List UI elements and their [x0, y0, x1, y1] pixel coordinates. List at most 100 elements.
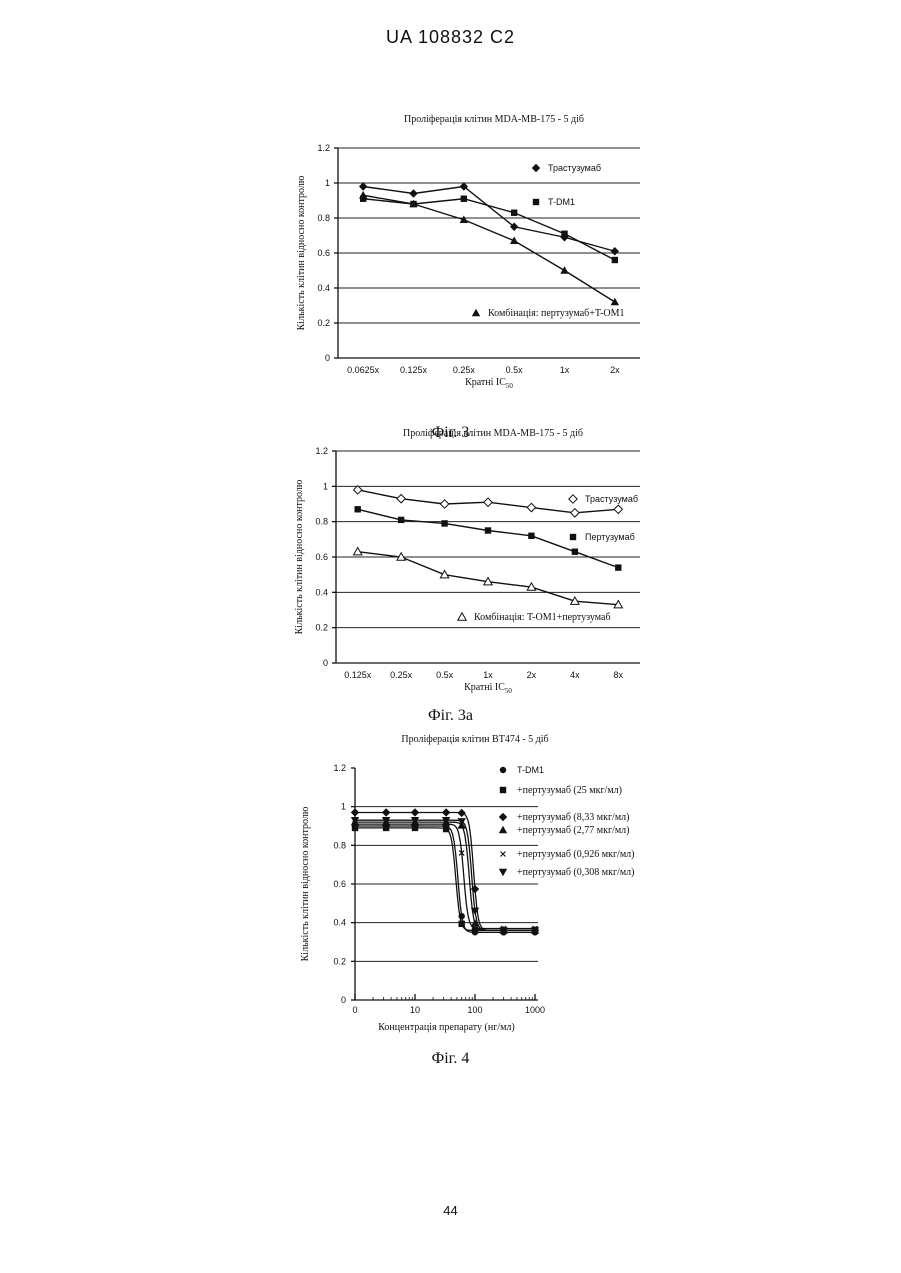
caption-fig4: Фіг. 4: [0, 1050, 901, 1068]
legend-label: T-DM1: [517, 765, 544, 775]
data-point: [355, 506, 361, 512]
data-point: [615, 564, 621, 570]
data-point: [484, 498, 492, 506]
page-number: 44: [0, 1203, 901, 1218]
legend-label: Пертузумаб: [585, 532, 635, 542]
y-tick-label: 1.2: [333, 763, 346, 773]
legend-marker: [532, 164, 540, 172]
x-tick-label: 0.5x: [506, 365, 524, 375]
fit-curve: [355, 824, 538, 928]
data-point: [441, 520, 447, 526]
y-tick-label: 0: [341, 995, 346, 1005]
data-point: [528, 533, 534, 539]
data-point: [611, 247, 619, 255]
y-tick-label: 1: [325, 178, 330, 188]
y-tick-label: 0.8: [333, 840, 346, 850]
data-point: [572, 549, 578, 555]
legend-label: T-DM1: [548, 197, 575, 207]
legend-marker: [501, 852, 506, 857]
legend-label: +пертузумаб (2,77 мкг/мл): [517, 825, 629, 836]
data-point: [560, 266, 568, 273]
y-tick-label: 0.4: [317, 283, 330, 293]
x-axis-label: Кратні IC50: [465, 377, 513, 390]
data-point: [457, 809, 465, 817]
legend-label: Трастузумаб: [548, 163, 601, 173]
y-tick-label: 0.2: [315, 623, 328, 633]
y-tick-label: 0.2: [317, 318, 330, 328]
x-tick-label: 0.25x: [453, 365, 476, 375]
x-tick-label: 0.125x: [344, 670, 372, 680]
data-point: [398, 517, 404, 523]
data-point: [614, 505, 622, 513]
series-line: [358, 509, 619, 567]
data-point: [409, 189, 417, 197]
chart-fig4: Проліферація клітин BT474 - 5 діб 0 0.2 0.4…: [0, 730, 901, 1040]
y-tick-label: 1: [341, 802, 346, 812]
data-point: [359, 182, 367, 190]
series-line: [363, 195, 615, 302]
legend-label: Комбінація: пертузумаб+T-OM1: [488, 308, 625, 319]
x-tick-label: 8x: [614, 670, 624, 680]
legend-label: +пертузумаб (0,308 мкг/мл): [517, 867, 634, 878]
legend-label: Комбінація: T-OM1+пертузумаб: [474, 612, 611, 623]
y-tick-label: 0.4: [315, 587, 328, 597]
chart-title: Проліферація клітин MDA-MB-175 - 5 діб: [404, 114, 584, 125]
chart-fig3a: Проліферація клітин MDA-MB-175 - 5 діб 0 0…: [0, 420, 901, 710]
data-point: [411, 808, 419, 816]
y-tick-label: 0.4: [333, 918, 346, 928]
legend-marker: [570, 534, 576, 540]
x-axis-label: Кратні IC50: [464, 682, 512, 695]
patent-header: UA 108832 C2: [0, 27, 901, 48]
series-line: [363, 187, 615, 252]
fit-curve: [355, 828, 538, 931]
data-point: [527, 503, 535, 511]
x-tick-label: 1000: [525, 1005, 545, 1015]
data-point: [354, 486, 362, 494]
x-tick-label: 0: [352, 1005, 357, 1015]
y-tick-label: 1.2: [315, 446, 328, 456]
y-tick-label: 1.2: [317, 143, 330, 153]
legend-marker: [533, 199, 539, 205]
data-point: [571, 509, 579, 517]
legend-marker: [500, 787, 506, 793]
y-tick-label: 0.6: [315, 552, 328, 562]
data-point: [485, 527, 491, 533]
data-point: [458, 921, 464, 927]
series-line: [363, 199, 615, 260]
y-tick-label: 0.6: [333, 879, 346, 889]
data-point: [442, 808, 450, 816]
y-tick-label: 0: [323, 658, 328, 668]
data-point: [397, 495, 405, 503]
data-point: [561, 231, 567, 237]
y-tick-label: 0: [325, 353, 330, 363]
x-tick-label: 10: [410, 1005, 420, 1015]
legend-marker: [499, 826, 507, 833]
data-point: [354, 548, 362, 555]
y-tick-label: 1: [323, 481, 328, 491]
fit-curve: [355, 826, 538, 932]
fit-curve: [355, 820, 538, 930]
chart-title: Проліферація клітин BT474 - 5 діб: [401, 734, 548, 745]
data-point: [612, 257, 618, 263]
chart-title: Проліферація клітин MDA-MB-175 - 5 діб: [403, 428, 583, 439]
x-tick-label: 2x: [610, 365, 620, 375]
fit-curve: [355, 822, 538, 930]
y-tick-label: 0.2: [333, 956, 346, 966]
legend-label: +пертузумаб (0,926 мкг/мл): [517, 849, 634, 860]
legend-marker: [458, 613, 466, 620]
data-point: [351, 808, 359, 816]
legend-label: +пертузумаб (25 мкг/мл): [517, 785, 622, 796]
caption-fig3a: Фіг. 3а: [0, 707, 901, 725]
x-tick-label: 1x: [483, 670, 493, 680]
y-axis-label: Кількість клітин відносно контролю: [296, 175, 307, 330]
x-tick-label: 1x: [560, 365, 570, 375]
data-point: [382, 808, 390, 816]
x-tick-label: 100: [467, 1005, 482, 1015]
data-point: [359, 191, 367, 198]
data-point: [511, 210, 517, 216]
data-point: [611, 298, 619, 305]
legend-marker: [499, 813, 507, 821]
legend-marker: [472, 309, 480, 316]
y-axis-label: Кількість клітин відносно контролю: [300, 806, 311, 961]
data-point: [461, 196, 467, 202]
